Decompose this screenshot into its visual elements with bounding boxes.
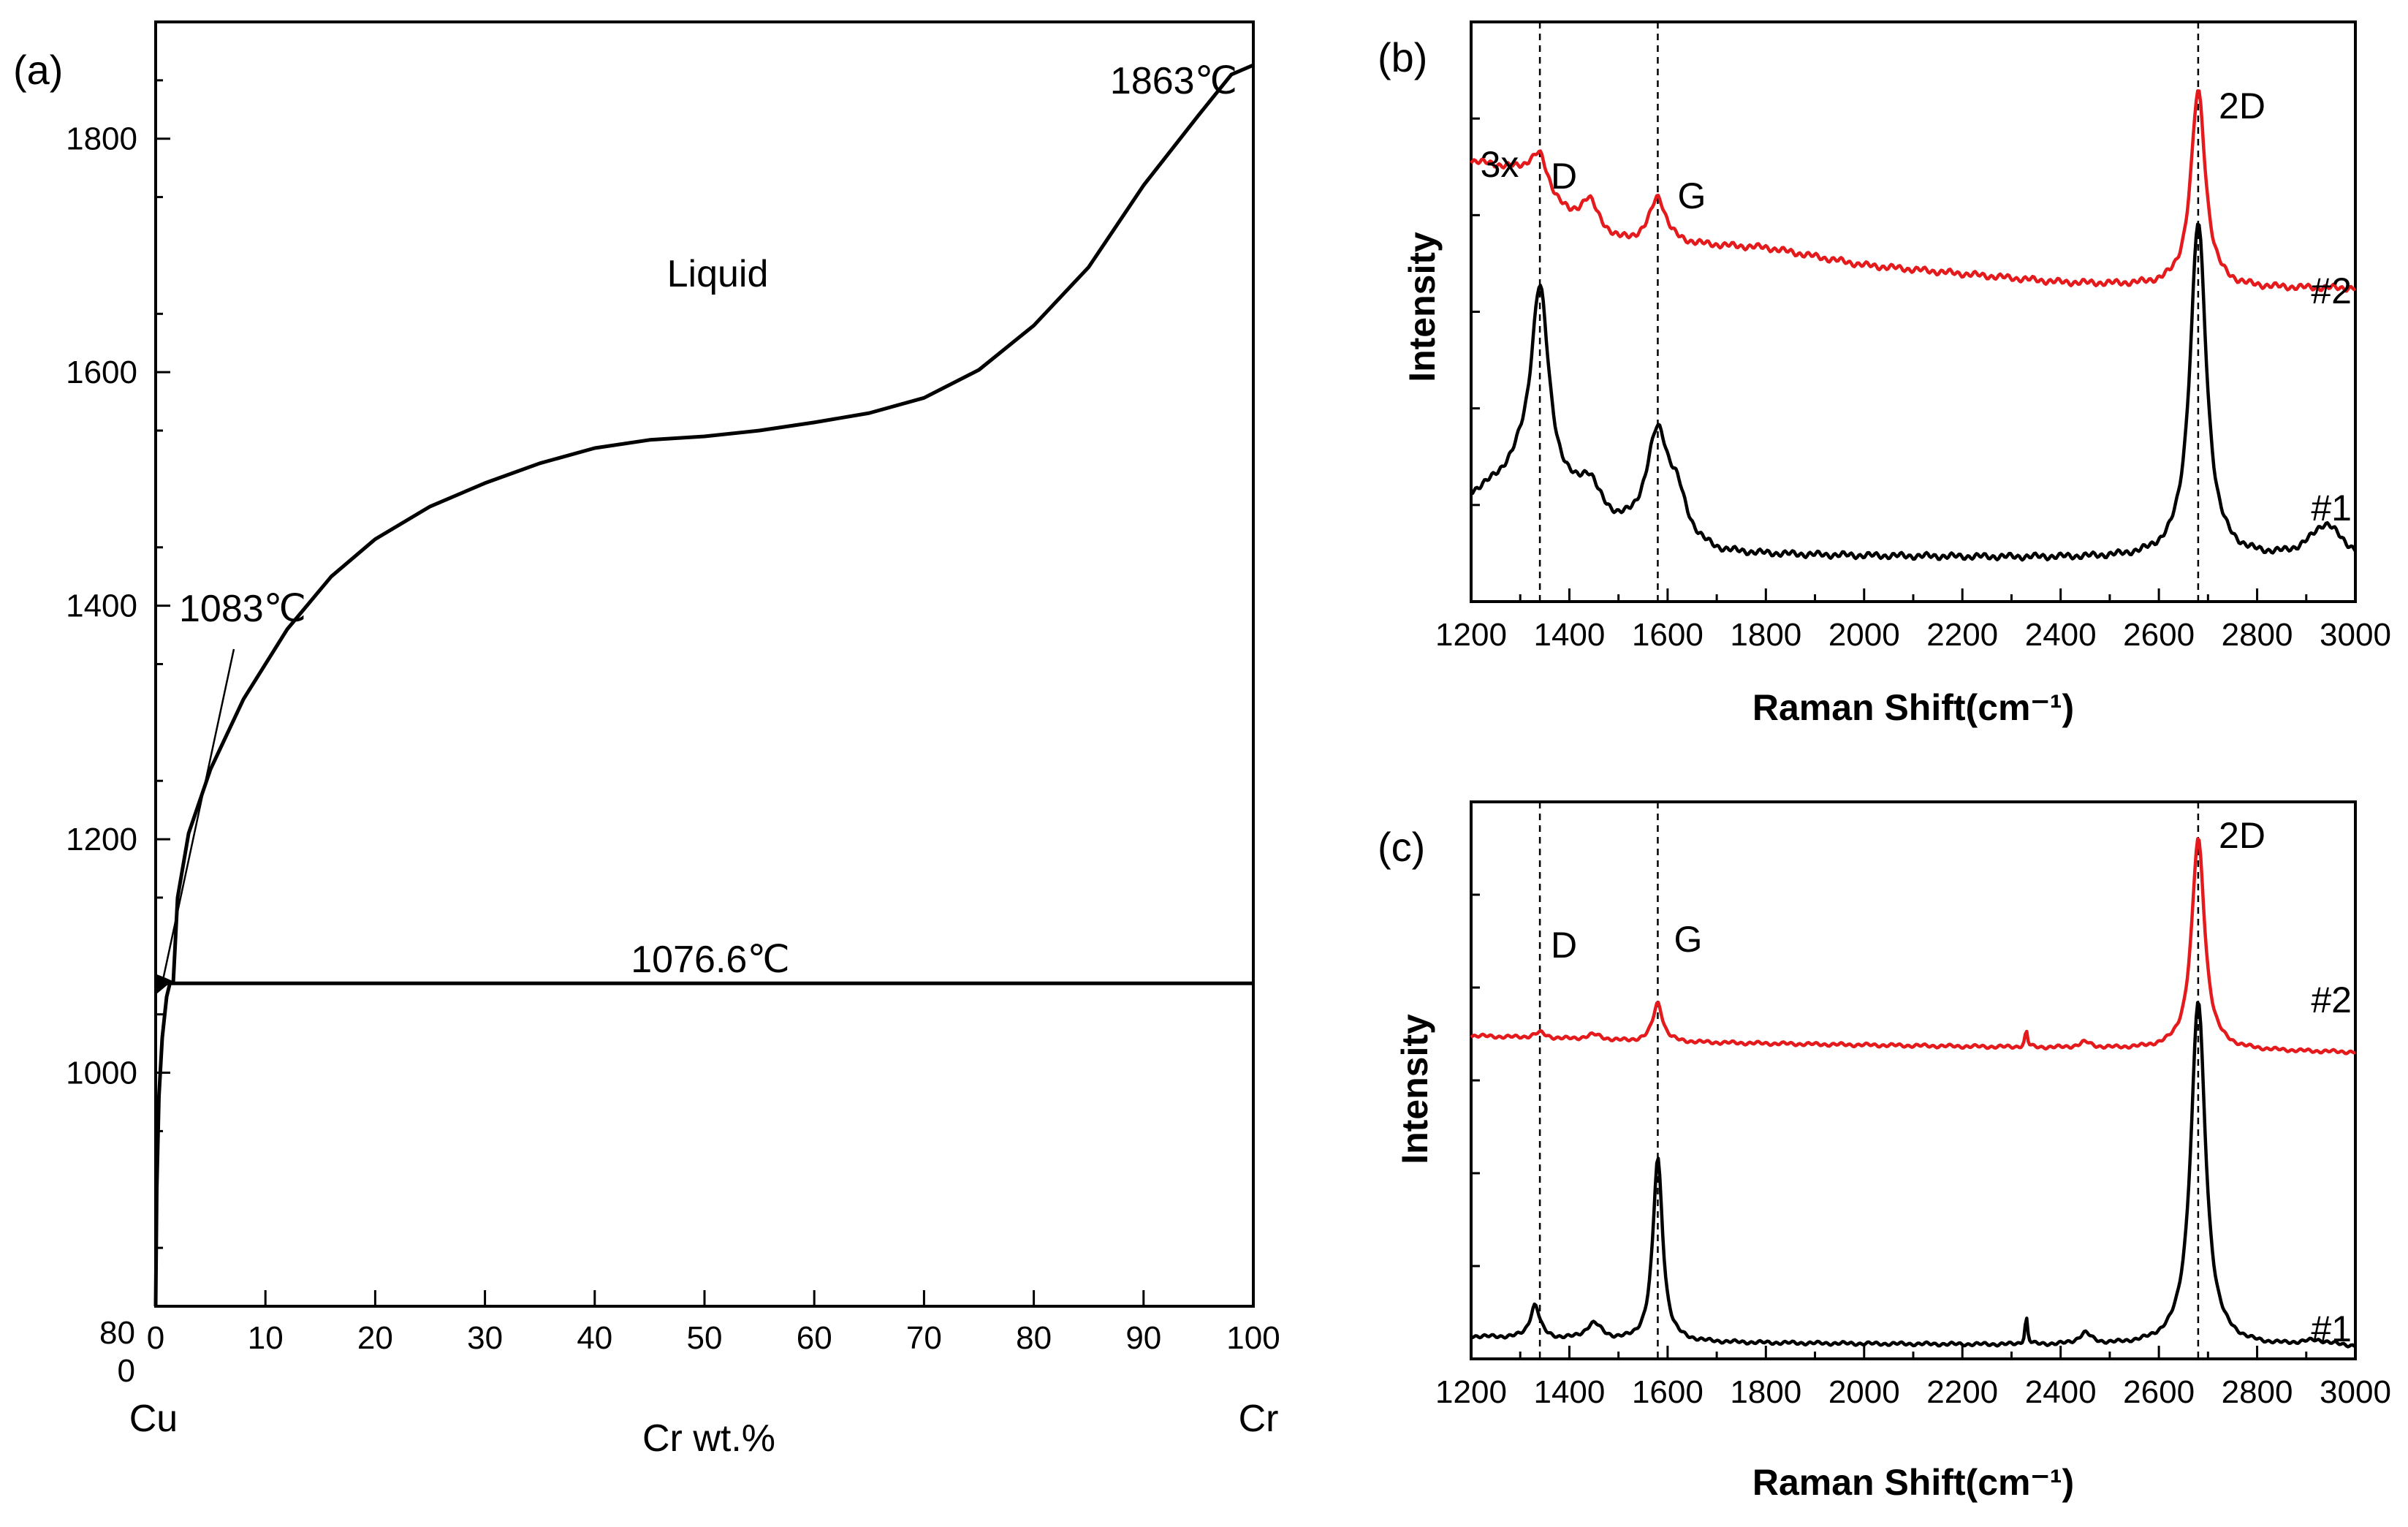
panel-b-x-tick-label: 1400: [1533, 617, 1605, 653]
panel-a-cu-melting-label: 1083℃: [179, 588, 306, 630]
panel-b-x-tick-label: 2800: [2222, 617, 2293, 653]
panel-c-ticks: 1200 1400 1600 1800 2000 2200 2400 2600 2800 3000: [1435, 802, 2391, 1410]
panel-a-cu-melting-leader: [161, 648, 235, 984]
panel-b-series-red: [1470, 89, 2357, 293]
panel-c-label: (c): [1378, 824, 1425, 870]
panel-a-x-tick-label: 40: [577, 1320, 612, 1356]
panel-b-x-tick-label: 1600: [1632, 617, 1704, 653]
panel-a-x-tick-label: 90: [1125, 1320, 1161, 1356]
panel-a-x-axis-title: Cr wt.%: [642, 1417, 775, 1460]
panel-a-x-tick-label: 80: [1016, 1320, 1052, 1356]
panel-c-curves: [1470, 837, 2357, 1349]
panel-c-frame: [1470, 800, 2357, 1360]
panel-b-x-tick-label: 1800: [1730, 617, 1801, 653]
panel-b-x-tick-label: 2000: [1828, 617, 1900, 653]
panel-a-y-tick-label: 1400: [66, 588, 137, 624]
panel-a-cu-melting-arrowhead: [156, 977, 170, 994]
panel-a-x-right-label: Cr: [1239, 1398, 1279, 1440]
panel-a-x-tick-label: 10: [248, 1320, 284, 1356]
panel-c-x-axis-title: Raman Shift(cm⁻¹): [1752, 1462, 2074, 1503]
panel-a-cr-melting-label: 1863℃: [1110, 60, 1237, 102]
panel-c-series-2-label: #2: [2311, 980, 2352, 1020]
panel-a-liquidus: [171, 63, 1254, 984]
panel-a-eutectic-label: 1076.6℃: [631, 939, 789, 981]
panel-a-x-tick-label: 70: [906, 1320, 942, 1356]
panel-b-label: (b): [1378, 34, 1427, 80]
panel-b-x-axis-title: Raman Shift(cm⁻¹): [1752, 687, 2074, 728]
panel-c-series-1-label: #1: [2311, 1308, 2352, 1349]
panel-b-series-2-label: #2: [2311, 270, 2352, 311]
panel-c-x-tick-label: 2000: [1828, 1374, 1900, 1410]
panel-a: (a) 0 10 20 30 40 50 60 70 80 90 100 1000 1200 1400 16…: [13, 20, 1280, 1460]
panel-c-y-axis-title: Intensity: [1394, 1014, 1435, 1164]
panel-b-3x-label: 3x: [1481, 144, 1519, 185]
panel-c-2d-label: 2D: [2219, 815, 2265, 856]
panel-c-x-tick-label: 1800: [1730, 1374, 1801, 1410]
panel-a-label: (a): [13, 47, 63, 93]
panel-c-x-tick-label: 1400: [1533, 1374, 1605, 1410]
panel-b: (b) 1200 1400 1600 1800 2000 2200 2400 2600 2800…: [1378, 20, 2391, 728]
panel-a-x-left-label: Cu: [129, 1398, 178, 1440]
panel-a-cu-rich-liquidus: [155, 974, 175, 985]
panel-b-series-black: [1470, 222, 2357, 562]
panel-c-d-label: D: [1551, 925, 1577, 966]
panel-b-curves: [1470, 89, 2357, 562]
panel-a-curves: [153, 63, 1254, 1307]
panel-a-x-tick-label: 30: [467, 1320, 503, 1356]
panel-b-x-tick-label: 2200: [1926, 617, 1998, 653]
panel-a-liquid-label: Liquid: [667, 253, 769, 295]
panel-a-y-origin-top: 80: [99, 1315, 135, 1351]
panel-b-g-label: G: [1678, 175, 1706, 216]
panel-a-x-tick-label: 50: [687, 1320, 723, 1356]
panel-a-y-origin-bottom: 0: [118, 1353, 135, 1389]
panel-b-series-1-label: #1: [2311, 488, 2352, 528]
panel-c-x-tick-label: 3000: [2320, 1374, 2391, 1410]
panel-b-2d-label: 2D: [2219, 86, 2265, 126]
panel-b-x-tick-label: 1200: [1435, 617, 1507, 653]
panel-c-x-tick-label: 1200: [1435, 1374, 1507, 1410]
panel-c-x-tick-label: 2200: [1926, 1374, 1998, 1410]
panel-a-x-tick-label: 60: [797, 1320, 832, 1356]
panel-a-x-tick-label: 0: [147, 1320, 164, 1356]
panel-b-x-tick-label: 3000: [2320, 617, 2391, 653]
panel-a-y-tick-label: 1000: [66, 1056, 137, 1091]
panel-c: (c) 1200 1400 1600 1800 2000 2200 2400 2600 2800…: [1378, 800, 2391, 1503]
panel-a-cu-rich-solvus: [153, 982, 172, 1307]
panel-b-y-axis-title: Intensity: [1402, 232, 1443, 382]
panel-a-ticks: 0 10 20 30 40 50 60 70 80 90 100 1000 1200 1400 1600 18…: [66, 79, 1280, 1356]
panel-a-y-tick-label: 1800: [66, 121, 137, 157]
panel-b-x-tick-label: 2600: [2123, 617, 2195, 653]
panel-b-d-label: D: [1551, 156, 1577, 197]
panel-a-y-tick-label: 1600: [66, 355, 137, 390]
panel-a-y-tick-label: 1200: [66, 822, 137, 857]
panel-c-g-label: G: [1674, 919, 1703, 960]
panel-a-x-tick-label: 100: [1226, 1320, 1280, 1356]
panel-c-x-tick-label: 2400: [2025, 1374, 2097, 1410]
panel-a-x-tick-label: 20: [357, 1320, 393, 1356]
panel-c-x-tick-label: 1600: [1632, 1374, 1704, 1410]
panel-c-series-black: [1470, 1001, 2357, 1349]
panel-c-series-red: [1470, 837, 2356, 1056]
panel-c-x-tick-label: 2600: [2123, 1374, 2195, 1410]
panel-b-ticks: 1200 1400 1600 1800 2000 2200 2400 2600 2800 3000: [1435, 22, 2391, 653]
panel-b-x-tick-label: 2400: [2025, 617, 2097, 653]
panel-a-frame: [154, 20, 1255, 1308]
panel-c-x-tick-label: 2800: [2222, 1374, 2293, 1410]
